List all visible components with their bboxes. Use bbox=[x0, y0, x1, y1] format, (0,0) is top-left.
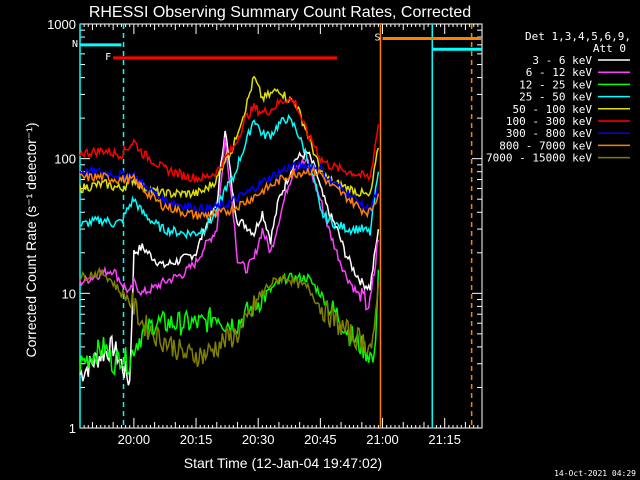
x-tick-label: 21:00 bbox=[366, 432, 399, 447]
flag-label: S bbox=[375, 33, 381, 44]
x-tick-label: 20:15 bbox=[180, 432, 213, 447]
y-axis-label: Corrected Count Rate (s⁻¹ detector⁻¹) bbox=[23, 123, 39, 358]
flag-label: N bbox=[72, 39, 78, 50]
y-tick-label: 10 bbox=[62, 286, 76, 301]
legend-entry-label: 300 - 800 keV bbox=[506, 127, 592, 140]
x-tick-label: 20:00 bbox=[118, 432, 151, 447]
series-line bbox=[79, 137, 380, 311]
x-tick-label: 20:30 bbox=[242, 432, 275, 447]
legend-entry-label: 50 - 100 keV bbox=[513, 103, 593, 116]
legend-entry-label: 100 - 300 keV bbox=[506, 115, 592, 128]
series-line bbox=[79, 130, 380, 386]
series-line bbox=[79, 97, 380, 184]
y-tick-label: 100 bbox=[54, 152, 76, 167]
legend-header-attenuator: Att 0 bbox=[593, 42, 626, 55]
legend-entry-label: 6 - 12 keV bbox=[526, 66, 593, 79]
series-line bbox=[79, 266, 380, 368]
legend-entry-label: 25 - 50 keV bbox=[519, 91, 592, 104]
y-tick-label: 1 bbox=[69, 421, 76, 436]
chart-title: RHESSI Observing Summary Count Rates, Co… bbox=[89, 4, 471, 21]
series-line bbox=[79, 164, 380, 221]
footer-timestamp: 14-Oct-2021 04:29 bbox=[554, 469, 636, 478]
x-tick-label: 20:45 bbox=[304, 432, 337, 447]
legend-entry-label: 7000 - 15000 keV bbox=[486, 152, 592, 165]
legend-header-detectors: Det 1,3,4,5,6,9, bbox=[525, 30, 631, 43]
x-tick-label: 21:15 bbox=[428, 432, 461, 447]
plot-area: 1 10 100 1000 20:00 20:15 20:30 20:45 21:00 21:15… bbox=[47, 17, 483, 447]
x-axis-label: Start Time (12-Jan-04 19:47:02) bbox=[184, 455, 382, 471]
y-tick-label: 1000 bbox=[47, 17, 76, 32]
legend-entry-label: 800 - 7000 keV bbox=[499, 139, 592, 152]
flag-label: F bbox=[105, 52, 111, 63]
plot-frame bbox=[79, 23, 483, 429]
legend-entry-label: 12 - 25 keV bbox=[519, 78, 592, 91]
legend-entry-label: 3 - 6 keV bbox=[532, 54, 592, 67]
series-line bbox=[79, 113, 380, 240]
